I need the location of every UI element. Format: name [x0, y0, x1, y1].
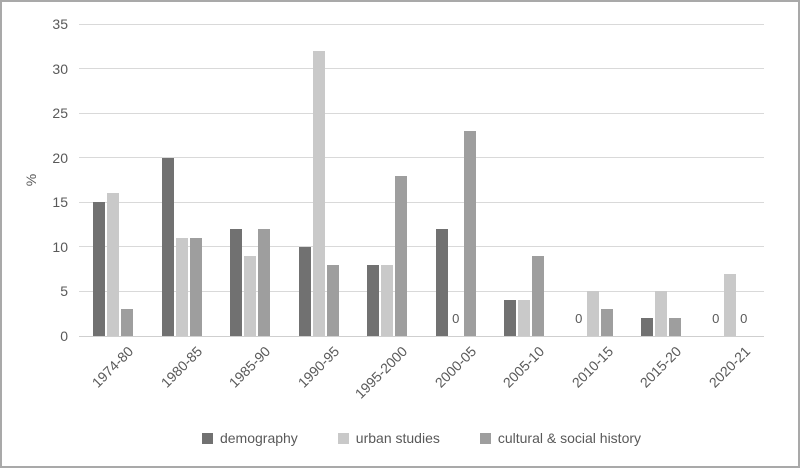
bar-demography	[504, 300, 517, 336]
legend: demography urban studies cultural & soci…	[79, 430, 764, 446]
bar-urban-studies	[107, 193, 120, 336]
legend-label-urban-studies: urban studies	[355, 430, 440, 446]
bar-urban-studies	[312, 50, 325, 336]
bar-cultural-social-history	[189, 237, 202, 336]
bar-demography	[161, 157, 174, 336]
y-axis-ticks: 0 5 10 15 20 25 30 35	[2, 16, 68, 344]
plot-area: 0 0 0 0	[79, 23, 764, 337]
bar-cultural-social-history	[532, 255, 545, 336]
legend-swatch-demography	[201, 432, 213, 444]
gridlines-layer	[79, 23, 764, 336]
legend-item-urban-studies: urban studies	[337, 430, 440, 446]
y-tick-label: 35	[52, 16, 68, 32]
zero-data-label: 0	[575, 311, 583, 326]
y-tick-label: 15	[52, 194, 68, 211]
bar-urban-studies	[381, 264, 394, 336]
bar-cultural-social-history	[395, 175, 408, 336]
bar-urban-studies	[518, 300, 531, 336]
gridline	[79, 112, 764, 114]
bar-demography	[93, 202, 106, 336]
bar-urban-studies	[175, 237, 188, 336]
gridline	[79, 157, 764, 159]
gridline	[79, 68, 764, 70]
zero-labels-layer: 0 0 0 0	[79, 24, 764, 336]
bars-layer	[79, 24, 764, 336]
y-tick-label: 5	[60, 283, 68, 300]
bar-cultural-social-history	[258, 229, 271, 336]
y-tick-label: 0	[60, 328, 68, 344]
bar-urban-studies	[655, 291, 668, 336]
legend-item-demography: demography	[201, 430, 298, 446]
bar-cultural-social-history	[121, 309, 134, 336]
bar-demography	[367, 264, 380, 336]
legend-label-cultural-social-history: cultural & social history	[497, 430, 642, 446]
y-tick-label: 10	[52, 238, 68, 255]
bar-urban-studies	[586, 291, 599, 336]
legend-item-cultural-social-history: cultural & social history	[479, 430, 642, 446]
gridline	[79, 201, 764, 203]
x-axis-label: 1974-80	[88, 343, 137, 391]
gridline	[79, 290, 764, 292]
x-axis-labels: 1974-80 1980-85 1985-90 1990-95 1995-2000 200…	[79, 343, 764, 405]
gridline	[79, 23, 764, 25]
bar-cultural-social-history	[600, 309, 613, 336]
bar-cultural-social-history	[669, 318, 682, 336]
bar-demography	[435, 229, 448, 336]
legend-label-demography: demography	[219, 430, 298, 446]
bar-demography	[641, 318, 654, 336]
bar-cultural-social-history	[463, 130, 476, 336]
zero-data-label: 0	[740, 311, 748, 326]
bar-urban-studies	[244, 255, 257, 336]
gridline	[79, 246, 764, 248]
bar-demography	[230, 229, 243, 336]
bar-demography	[298, 246, 311, 336]
legend-swatch-urban-studies	[337, 432, 349, 444]
zero-data-label: 0	[712, 311, 720, 326]
legend-swatch-cultural-social-history	[479, 432, 491, 444]
y-tick-label: 20	[52, 149, 68, 166]
bar-cultural-social-history	[326, 264, 339, 336]
bar-urban-studies	[723, 273, 736, 336]
y-tick-label: 25	[52, 105, 68, 122]
zero-data-label: 0	[452, 311, 460, 326]
y-tick-label: 30	[52, 60, 68, 77]
